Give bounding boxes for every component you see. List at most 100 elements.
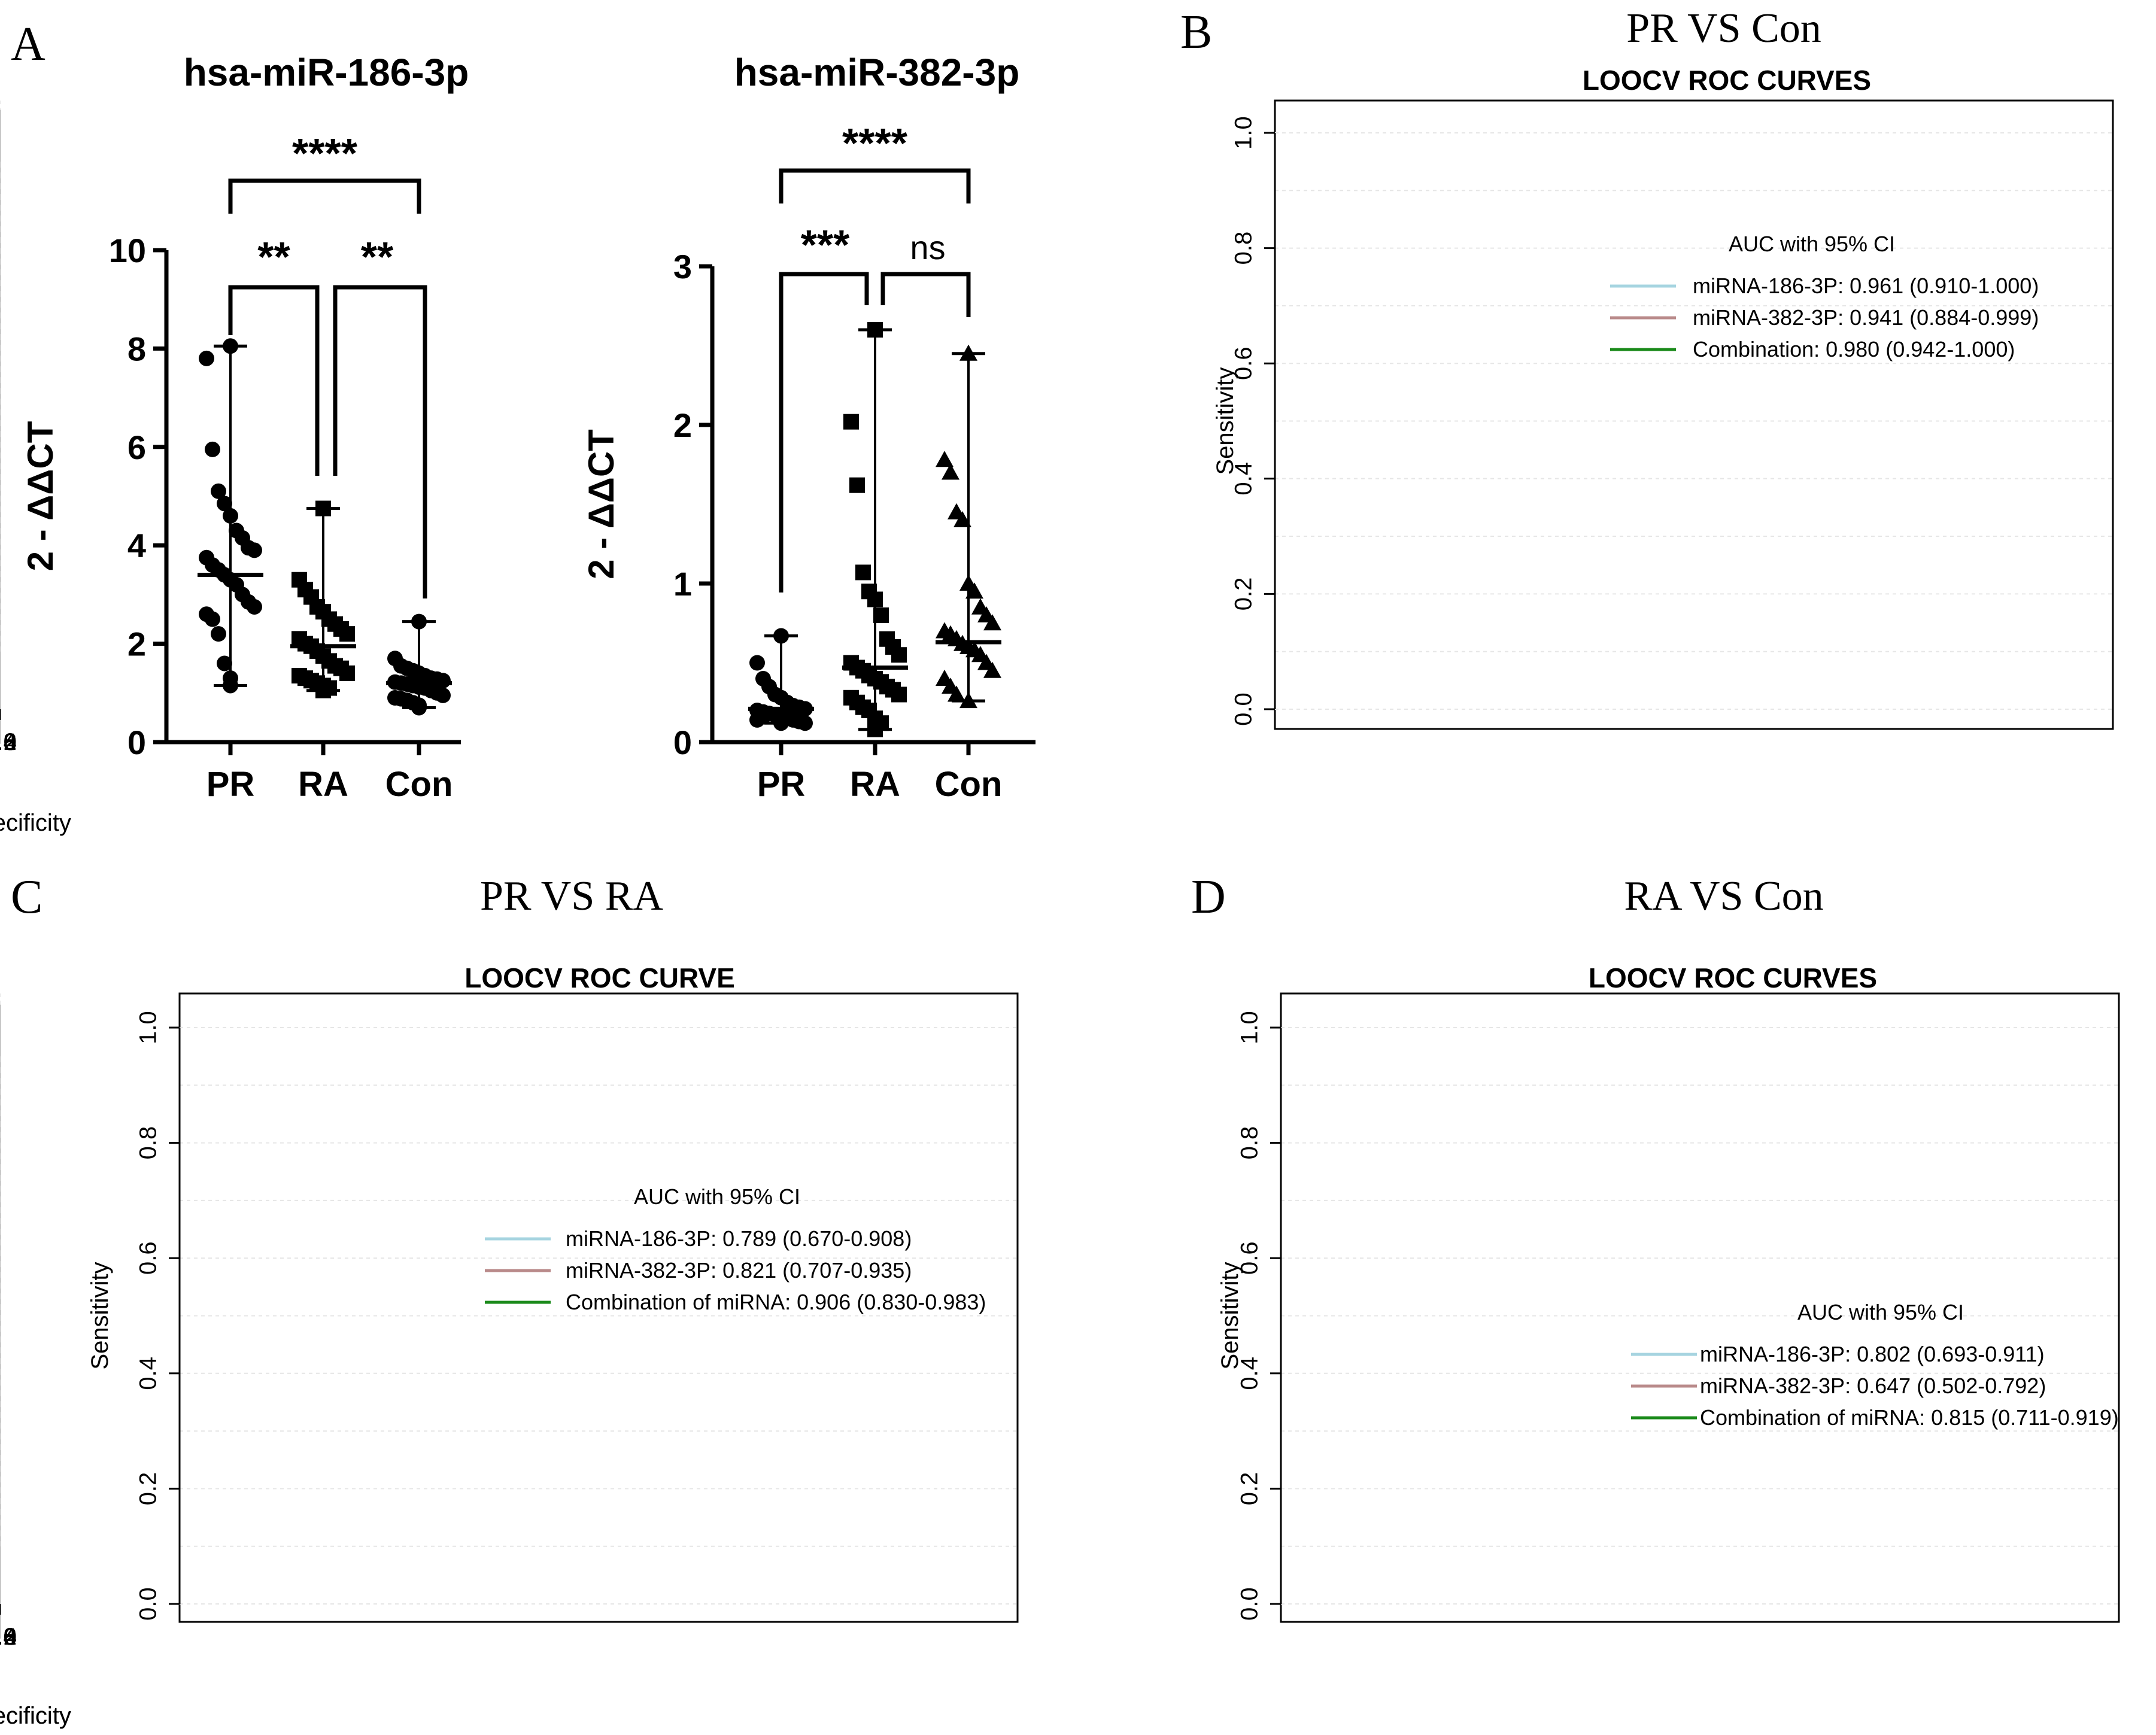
data-point	[223, 670, 238, 686]
y-tick-label: 2	[673, 406, 692, 444]
x-tick-label: 1.0	[0, 729, 17, 755]
data-point	[247, 542, 262, 558]
data-point	[965, 582, 983, 599]
x-axis-label: 1 - Specificity	[0, 1703, 71, 1729]
significance-label: **	[257, 233, 290, 280]
y-tick-label: 0.6	[1231, 347, 1257, 380]
x-tick-label: 1.0	[0, 1624, 17, 1650]
x-tick-label: Con	[385, 765, 453, 804]
y-tick-label: 0.8	[1237, 1126, 1263, 1160]
x-tick-label: 0.0	[0, 1624, 17, 1650]
x-tick-label: Con	[935, 765, 1003, 804]
data-point	[959, 344, 977, 361]
panel-letter-c: C	[11, 871, 42, 923]
x-tick-label: RA	[850, 765, 900, 804]
x-tick-label: 0.4	[0, 1624, 17, 1650]
legend-title: AUC with 95% CI	[1729, 232, 1895, 256]
data-point	[773, 628, 789, 644]
data-point	[205, 611, 220, 627]
x-tick-label: PR	[207, 765, 255, 804]
roc-panel-b: 1.01.00.80.80.60.60.40.40.20.20.00.0LOOC…	[0, 65, 2114, 836]
data-point	[873, 607, 889, 623]
data-point	[749, 655, 765, 671]
y-tick-label: 0.8	[1231, 232, 1257, 265]
significance-bracket	[333, 285, 427, 598]
y-tick-label: 0.8	[135, 1126, 162, 1160]
panel-letter-a: A	[11, 18, 45, 71]
data-point	[211, 483, 226, 499]
legend-entry: miRNA-186-3P: 0.802 (0.693-0.911)	[1700, 1342, 2045, 1366]
y-axis-label: 2 - ΔΔCT	[20, 421, 60, 572]
roc-panel-d: 1.01.00.80.80.60.60.40.40.20.20.00.0LOOC…	[0, 962, 2120, 1729]
chart-title: hsa-miR-186-3p	[184, 51, 469, 94]
significance-label: ****	[292, 130, 358, 177]
y-tick-label: 10	[109, 232, 146, 269]
x-axis-label: 1 - Specificity	[0, 810, 71, 836]
panel-d-heading: RA VS Con	[1624, 873, 1823, 919]
x-tick-label: 0.4	[0, 729, 17, 755]
data-point	[339, 665, 355, 681]
x-tick-label: 0.8	[0, 1624, 17, 1650]
significance-bracket	[880, 272, 971, 317]
x-tick-label: 0.6	[0, 1624, 17, 1650]
chart-title: hsa-miR-382-3p	[734, 51, 1020, 94]
y-tick-label: 0.4	[135, 1357, 162, 1390]
roc-panel-c: 1.01.00.80.80.60.60.40.40.20.20.00.0LOOC…	[0, 962, 1019, 1729]
data-point	[843, 414, 859, 430]
x-tick-label: 0.4	[0, 1624, 17, 1650]
y-tick-label: 2	[127, 625, 146, 663]
legend-entry: Combination of miRNA: 0.815 (0.711-0.919…	[1700, 1405, 2119, 1430]
legend-entry: Combination of miRNA: 0.906 (0.830-0.983…	[566, 1290, 986, 1314]
significance-bracket	[228, 285, 320, 476]
data-point	[948, 685, 965, 702]
legend-entry: miRNA-382-3P: 0.647 (0.502-0.792)	[1700, 1374, 2046, 1398]
legend-entry: miRNA-382-3P: 0.821 (0.707-0.935)	[566, 1258, 912, 1283]
data-point	[867, 591, 883, 607]
y-axis-label: 2 - ΔΔCT	[581, 429, 621, 579]
x-tick-label: 0.2	[0, 729, 17, 755]
data-point	[339, 626, 355, 642]
data-point	[954, 511, 971, 527]
y-tick-label: 1.0	[135, 1011, 162, 1044]
chart-title: LOOCV ROC CURVES	[1589, 962, 1877, 993]
data-point	[247, 598, 262, 615]
legend-entry: miRNA-186-3P: 0.789 (0.670-0.908)	[566, 1226, 912, 1251]
y-axis-label: Sensitivity	[1212, 367, 1238, 475]
x-tick-label: RA	[298, 765, 348, 804]
y-tick-label: 1.0	[1231, 116, 1257, 150]
y-tick-label: 8	[127, 330, 146, 367]
y-tick-label: 0.4	[1231, 462, 1257, 496]
x-tick-label: 0.6	[0, 1624, 17, 1650]
legend-title: AUC with 95% CI	[634, 1184, 800, 1209]
y-tick-label: 0	[127, 724, 146, 761]
y-tick-label: 0.6	[135, 1241, 162, 1275]
data-point	[797, 715, 813, 731]
data-point	[199, 350, 214, 366]
y-tick-label: 0.2	[135, 1472, 162, 1506]
y-tick-label: 4	[127, 527, 146, 564]
data-point	[315, 500, 331, 516]
data-point	[867, 322, 883, 338]
data-point	[942, 463, 959, 480]
x-tick-label: 0.6	[0, 729, 17, 755]
x-tick-label: PR	[757, 765, 806, 804]
panel-letter-b: B	[1180, 6, 1212, 59]
panel-b-heading: PR VS Con	[1626, 5, 1821, 51]
y-tick-label: 6	[127, 429, 146, 466]
legend-title: AUC with 95% CI	[1797, 1300, 1964, 1324]
y-tick-label: 0.0	[1231, 692, 1257, 726]
data-point	[891, 686, 907, 703]
data-point	[849, 477, 865, 493]
y-tick-label: 3	[673, 248, 692, 285]
x-tick-label: 0.2	[0, 1624, 17, 1650]
y-tick-label: 0.2	[1231, 578, 1257, 611]
y-tick-label: 0.0	[1237, 1587, 1263, 1621]
panel-letter-d: D	[1191, 871, 1226, 923]
data-point	[217, 655, 232, 671]
data-point	[959, 692, 977, 709]
y-axis-label: Sensitivity	[1217, 1262, 1243, 1369]
x-axis-label: 1 - Specificity	[0, 1703, 71, 1729]
data-point	[936, 451, 954, 467]
data-point	[321, 680, 337, 696]
